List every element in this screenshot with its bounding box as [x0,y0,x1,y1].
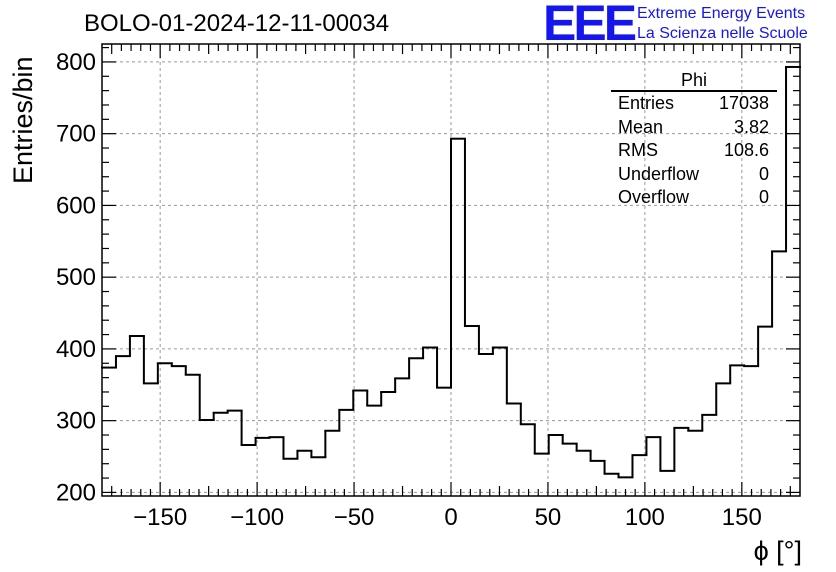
logo-line-1: Extreme Energy Events [637,5,806,22]
axis-ticks [102,44,800,496]
y-tick-label: 600 [56,192,96,219]
x-tick-label: −150 [133,504,187,531]
y-axis-label: Entries/bin [8,56,38,184]
stats-row-entries: Entries 17038 [611,92,777,116]
y-tick-label: 500 [56,264,96,291]
stats-label: Mean [618,116,664,137]
x-tick-label: −50 [334,504,375,531]
y-tick-label: 200 [56,479,96,506]
x-tick-label: 0 [444,504,457,531]
x-tick-label: 100 [625,504,665,531]
stats-label: RMS [618,140,658,160]
stats-row-underflow: Underflow 0 [611,163,777,187]
stats-row-mean: Mean 3.82 [611,116,777,140]
histogram-bins [101,65,801,479]
y-tick-label: 700 [56,121,96,148]
stats-box: Phi Entries 17038 Mean 3.82 RMS 108.6 Un… [611,70,777,210]
axis-tick-labels: −150 −100 −50 0 50 100 150 200 300 400 500 600 700 80… [56,49,762,531]
stats-label: Underflow [618,163,700,184]
y-tick-label: 400 [56,336,96,363]
stats-row-overflow: Overflow 0 [611,186,777,210]
eee-logo: EEE [543,0,637,51]
stats-value: 3.82 [733,116,769,137]
chart-title: BOLO-01-2024-12-11-00034 [84,10,390,37]
logo-line-2: La Scienza nelle Scuole [637,25,808,42]
stats-value: 17038 [718,93,769,113]
stats-label: Entries [618,93,675,113]
x-tick-label: 50 [535,504,562,531]
stats-value: 0 [758,163,769,184]
x-tick-label: −100 [230,504,284,531]
x-tick-label: 150 [722,504,762,531]
stats-value: 108.6 [723,140,769,160]
stats-row-rms: RMS 108.6 [611,139,777,163]
y-tick-label: 800 [56,49,96,76]
stats-title: Phi [611,70,777,92]
logo-caption: Extreme Energy Events La Scienza nelle S… [637,4,808,44]
x-axis-label: ϕ [°] [753,536,802,566]
y-tick-label: 300 [56,408,96,435]
stats-label: Overflow [618,187,690,207]
stats-value: 0 [758,187,769,207]
